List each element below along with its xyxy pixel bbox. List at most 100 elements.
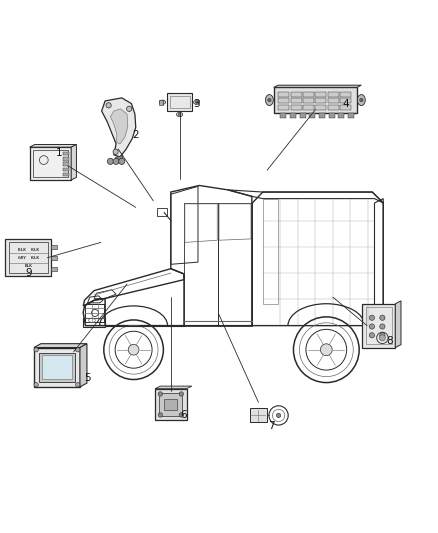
Bar bbox=[303, 104, 314, 110]
Bar bbox=[319, 113, 325, 118]
Circle shape bbox=[380, 324, 385, 329]
Bar bbox=[328, 92, 339, 97]
Ellipse shape bbox=[265, 94, 273, 106]
Circle shape bbox=[369, 324, 374, 329]
Text: 5: 5 bbox=[84, 373, 91, 383]
Bar bbox=[290, 92, 302, 97]
Circle shape bbox=[113, 158, 119, 165]
Polygon shape bbox=[80, 344, 87, 387]
Bar bbox=[290, 104, 302, 110]
Text: 8: 8 bbox=[386, 336, 393, 346]
Bar bbox=[315, 98, 326, 103]
Bar bbox=[278, 98, 289, 103]
Text: 4: 4 bbox=[343, 100, 350, 109]
Bar bbox=[328, 98, 339, 103]
Text: 2: 2 bbox=[132, 130, 139, 140]
Circle shape bbox=[268, 98, 271, 102]
Bar bbox=[64, 173, 70, 176]
Bar bbox=[362, 304, 395, 348]
Bar bbox=[315, 104, 326, 110]
Bar bbox=[328, 113, 335, 118]
Bar bbox=[164, 399, 177, 410]
Circle shape bbox=[119, 158, 125, 165]
Circle shape bbox=[158, 413, 162, 417]
Circle shape bbox=[107, 158, 113, 165]
Bar bbox=[338, 113, 344, 118]
Text: 1: 1 bbox=[56, 148, 63, 158]
Polygon shape bbox=[71, 144, 77, 180]
Text: 9: 9 bbox=[25, 268, 32, 278]
Circle shape bbox=[158, 392, 162, 396]
Circle shape bbox=[276, 413, 281, 418]
Polygon shape bbox=[102, 98, 136, 157]
Bar bbox=[159, 100, 163, 105]
Circle shape bbox=[320, 344, 332, 356]
Bar bbox=[85, 304, 104, 322]
Bar bbox=[348, 113, 354, 118]
Bar bbox=[300, 113, 306, 118]
Bar bbox=[170, 96, 190, 108]
Circle shape bbox=[113, 149, 118, 155]
Text: BLK  BLK: BLK BLK bbox=[18, 248, 39, 252]
Bar bbox=[64, 168, 70, 171]
Bar bbox=[167, 93, 192, 111]
Bar bbox=[34, 348, 80, 387]
Bar bbox=[290, 98, 302, 103]
Text: 3: 3 bbox=[193, 100, 200, 109]
Circle shape bbox=[178, 113, 181, 116]
Bar bbox=[303, 98, 314, 103]
Polygon shape bbox=[115, 155, 122, 162]
Bar bbox=[278, 92, 289, 97]
Circle shape bbox=[75, 383, 80, 387]
Circle shape bbox=[128, 344, 139, 355]
Bar bbox=[315, 92, 326, 97]
Bar bbox=[64, 152, 70, 156]
Circle shape bbox=[127, 106, 132, 111]
Bar bbox=[51, 245, 57, 249]
Bar bbox=[328, 104, 339, 110]
Ellipse shape bbox=[194, 100, 200, 104]
Bar bbox=[64, 157, 70, 161]
Bar bbox=[51, 266, 57, 271]
Circle shape bbox=[380, 333, 385, 338]
Text: 6: 6 bbox=[180, 410, 187, 421]
Bar bbox=[155, 389, 187, 420]
Bar bbox=[159, 393, 182, 416]
Circle shape bbox=[179, 413, 184, 417]
Circle shape bbox=[75, 348, 80, 352]
Circle shape bbox=[195, 101, 198, 103]
Circle shape bbox=[179, 392, 184, 396]
Bar bbox=[309, 113, 315, 118]
Bar bbox=[42, 356, 72, 379]
Bar bbox=[340, 98, 351, 103]
Bar bbox=[9, 242, 48, 273]
Bar bbox=[274, 87, 357, 113]
Circle shape bbox=[380, 315, 385, 320]
Circle shape bbox=[369, 333, 374, 338]
Bar bbox=[30, 147, 71, 180]
Circle shape bbox=[34, 383, 39, 387]
Ellipse shape bbox=[159, 100, 166, 104]
Ellipse shape bbox=[357, 94, 365, 106]
Circle shape bbox=[379, 335, 385, 341]
Polygon shape bbox=[34, 344, 87, 348]
Circle shape bbox=[161, 101, 164, 103]
Circle shape bbox=[34, 348, 39, 352]
Text: BLK: BLK bbox=[25, 264, 32, 268]
Ellipse shape bbox=[177, 112, 183, 117]
Bar bbox=[290, 113, 296, 118]
Text: 7: 7 bbox=[268, 422, 275, 431]
Bar bbox=[278, 104, 289, 110]
Bar bbox=[39, 353, 74, 382]
Polygon shape bbox=[274, 85, 361, 87]
Polygon shape bbox=[155, 386, 192, 389]
Circle shape bbox=[369, 315, 374, 320]
Bar bbox=[280, 113, 286, 118]
Circle shape bbox=[360, 98, 363, 102]
Bar bbox=[250, 408, 267, 423]
Polygon shape bbox=[30, 144, 77, 147]
Circle shape bbox=[106, 103, 111, 108]
Bar bbox=[33, 150, 68, 177]
Bar bbox=[340, 104, 351, 110]
Bar bbox=[64, 163, 70, 166]
